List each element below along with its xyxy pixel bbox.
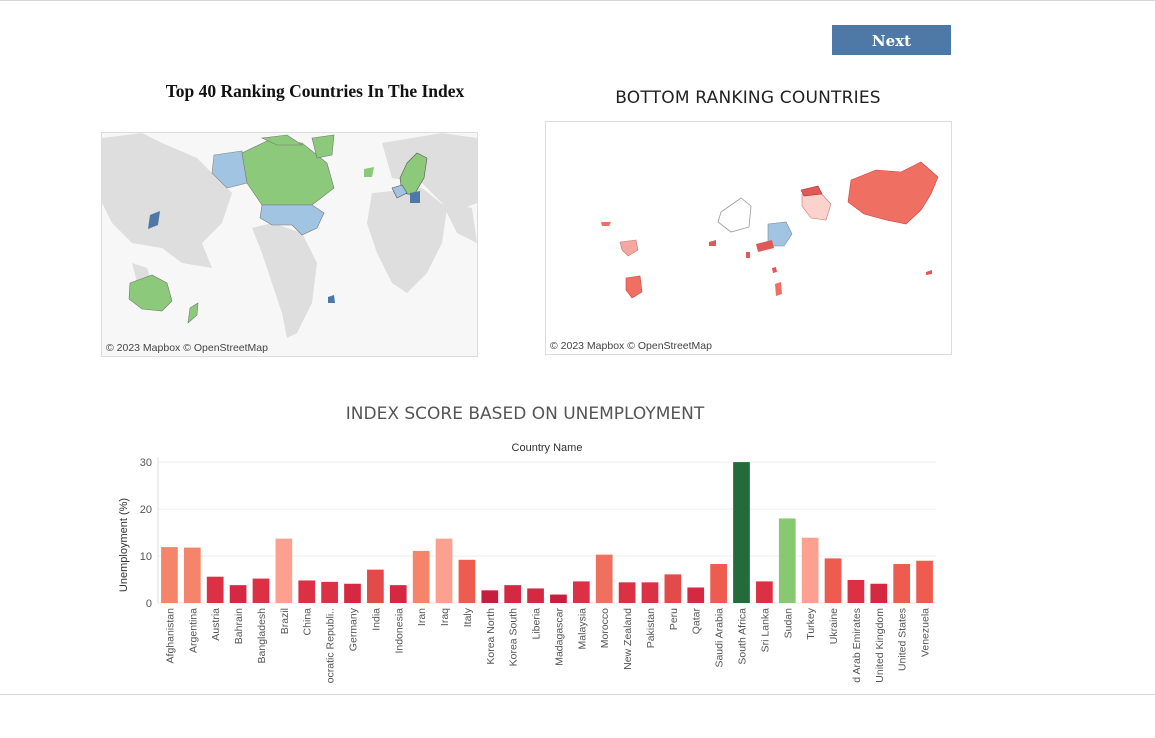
chart-title: INDEX SCORE BASED ON UNEMPLOYMENT [345, 404, 705, 424]
bar-liberia[interactable] [527, 588, 544, 603]
bar-iraq[interactable] [435, 538, 453, 603]
bar-italy[interactable] [458, 559, 476, 603]
bar-turkey[interactable] [801, 537, 819, 603]
bar-brazil[interactable] [275, 538, 293, 603]
bar-argentina[interactable] [183, 547, 201, 603]
x-tick-label: United Kingdom [874, 608, 886, 683]
bar-afghanistan[interactable] [161, 547, 178, 603]
x-tick-label: Qatar [691, 608, 703, 635]
y-tick-label: 20 [140, 504, 152, 516]
unemployment-bar-chart: Country Name Unemployment (%) 0 10 20 30 Af… [118, 442, 936, 683]
bar-d-arab-emirates[interactable] [847, 579, 865, 603]
top-divider [0, 0, 1155, 1]
x-tick-label: Indonesia [393, 608, 405, 654]
y-tick-label: 30 [140, 457, 152, 469]
bar-saudi-arabia[interactable] [710, 564, 727, 603]
x-tick-label: Bahrain [233, 608, 245, 644]
x-tick-label: Austria [210, 608, 222, 641]
x-tick-label: Korea North [485, 608, 497, 665]
x-axis-title: Country Name [512, 442, 583, 454]
top-ranking-map[interactable]: © 2023 Mapbox © OpenStreetMap [101, 132, 478, 357]
x-tick-label: China [302, 608, 314, 636]
bar-germany[interactable] [344, 583, 361, 603]
y-axis-title: Unemployment (%) [118, 498, 130, 592]
x-tick-label: Korea South [508, 608, 520, 667]
bar-india[interactable] [367, 569, 384, 603]
x-axis-labels: Afghanistan Argentina Austria Bahrain Bangla… [164, 607, 931, 683]
x-tick-label: Madagascar [553, 607, 565, 665]
x-tick-label: Italy [462, 607, 474, 627]
map-attribution: © 2023 Mapbox © OpenStreetMap [550, 340, 712, 352]
x-tick-label: d Arab Emirates [851, 608, 863, 683]
bar-pakistan[interactable] [641, 582, 659, 603]
bottom-ranking-map-title: BOTTOM RANKING COUNTRIES [615, 88, 881, 108]
x-tick-label: United States [897, 608, 909, 671]
bar-korea-north[interactable] [481, 590, 499, 603]
bottom-ranking-world-map [546, 122, 951, 354]
x-tick-label: South Africa [737, 608, 749, 665]
bar-madagascar[interactable] [550, 594, 567, 603]
x-tick-label: India [370, 608, 382, 631]
x-tick-label: Malaysia [576, 608, 588, 650]
y-tick-label: 10 [140, 551, 152, 563]
bar-peru[interactable] [664, 574, 682, 603]
bar-bahrain[interactable] [229, 585, 247, 603]
x-tick-label: Iraq [439, 608, 451, 626]
bar-united-kingdom[interactable] [870, 583, 888, 603]
bar-sri-lanka[interactable] [756, 581, 773, 603]
bar-ocratic-republi-[interactable] [321, 581, 338, 603]
bar-morocco[interactable] [595, 554, 613, 603]
x-tick-label: Argentina [187, 608, 199, 653]
x-tick-label: Germany [348, 607, 360, 651]
x-tick-label: Pakistan [645, 608, 657, 648]
y-axis-ticks: 0 10 20 30 [140, 457, 152, 610]
bar-indonesia[interactable] [389, 585, 407, 603]
x-tick-label: New Zealand [622, 608, 634, 670]
x-tick-label: ocratic Republi.. [325, 608, 337, 683]
bars [161, 462, 933, 603]
map-attribution: © 2023 Mapbox © OpenStreetMap [106, 342, 268, 354]
bar-south-africa[interactable] [733, 462, 750, 603]
x-tick-label: Ukraine [828, 608, 840, 644]
x-tick-label: Sudan [782, 608, 794, 639]
x-tick-label: Morocco [599, 608, 611, 648]
top-ranking-map-title: Top 40 Ranking Countries In The Index [165, 81, 465, 101]
bar-sudan[interactable] [778, 518, 796, 603]
bar-new-zealand[interactable] [618, 582, 636, 603]
bar-korea-south[interactable] [504, 585, 522, 603]
x-tick-label: Bangladesh [256, 608, 268, 664]
x-tick-label: Brazil [279, 608, 291, 634]
bar-iran[interactable] [412, 550, 430, 603]
bar-qatar[interactable] [687, 587, 705, 603]
bar-china[interactable] [298, 580, 316, 603]
x-tick-label: Peru [668, 608, 680, 630]
bar-austria[interactable] [206, 576, 224, 603]
x-tick-label: Liberia [531, 608, 543, 640]
bar-united-states[interactable] [893, 564, 911, 603]
bar-bangladesh[interactable] [252, 578, 270, 603]
top-ranking-world-map [102, 133, 477, 356]
x-tick-label: Afghanistan [164, 608, 176, 664]
bottom-ranking-map[interactable]: © 2023 Mapbox © OpenStreetMap [545, 121, 952, 355]
x-tick-label: Turkey [805, 607, 817, 639]
x-tick-label: Saudi Arabia [714, 608, 726, 668]
bottom-divider [0, 694, 1155, 695]
bar-malaysia[interactable] [572, 581, 590, 603]
x-tick-label: Venezuela [920, 608, 932, 657]
y-tick-label: 0 [146, 598, 152, 610]
x-tick-label: Sri Lanka [759, 608, 771, 653]
next-button[interactable]: Next [832, 25, 951, 55]
bar-venezuela[interactable] [916, 560, 933, 603]
chart-grid [157, 457, 936, 604]
x-tick-label: Iran [416, 608, 428, 626]
bar-ukraine[interactable] [824, 558, 842, 603]
